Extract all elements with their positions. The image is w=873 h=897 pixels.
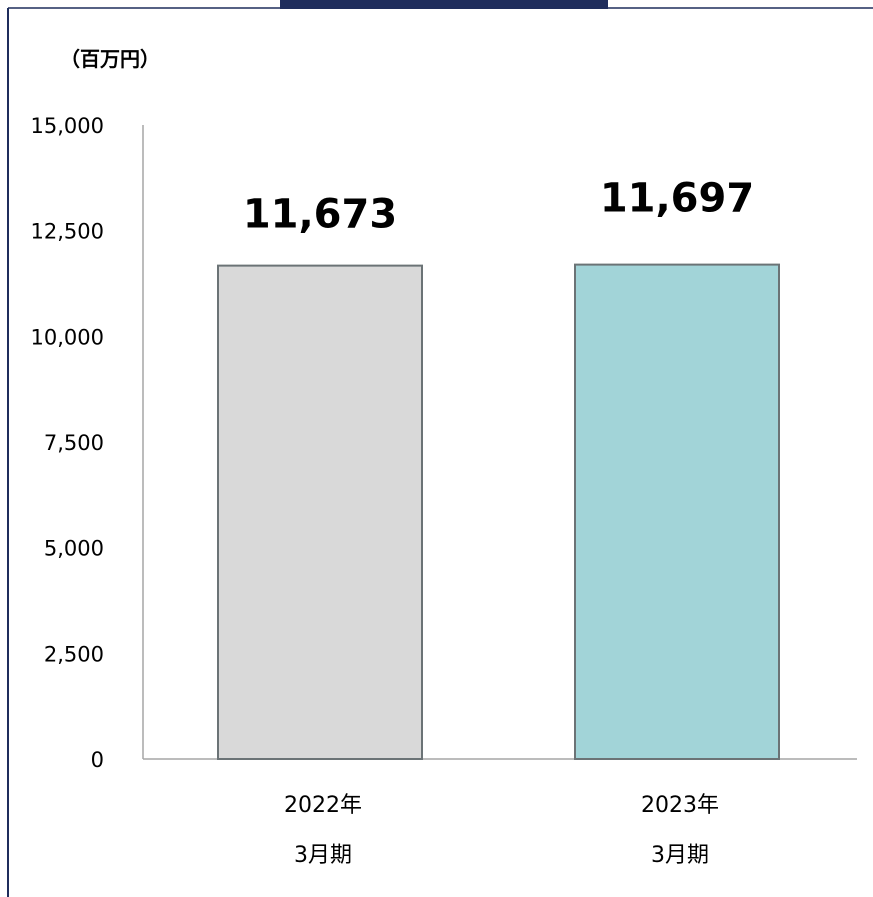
bar <box>217 264 423 760</box>
bar <box>574 263 780 760</box>
x-tick-label-period: 3月期 <box>651 843 709 868</box>
y-tick-label: 7,500 <box>44 431 104 455</box>
header-tab <box>280 0 608 9</box>
value-label: 11,673 <box>243 192 397 238</box>
y-tick-labels: 0 2,500 5,000 7,500 10,000 12,500 15,000 <box>31 114 104 772</box>
value-labels: 11,673 11,697 <box>243 176 754 238</box>
y-tick-label: 15,000 <box>31 114 104 138</box>
y-tick-label: 0 <box>91 748 104 772</box>
y-tick-label: 5,000 <box>44 537 104 561</box>
value-label: 11,697 <box>600 176 754 222</box>
bars <box>217 263 780 760</box>
y-tick-label: 10,000 <box>31 325 104 349</box>
x-tick-labels: 2022年 3月期 2023年 3月期 <box>284 793 719 868</box>
y-tick-label: 12,500 <box>31 220 104 244</box>
unit-label: （百万円） <box>60 47 160 71</box>
x-tick-label-year: 2022年 <box>284 793 362 818</box>
y-tick-label: 2,500 <box>44 642 104 666</box>
x-tick-label-period: 3月期 <box>294 843 352 868</box>
x-tick-label-year: 2023年 <box>641 793 719 818</box>
